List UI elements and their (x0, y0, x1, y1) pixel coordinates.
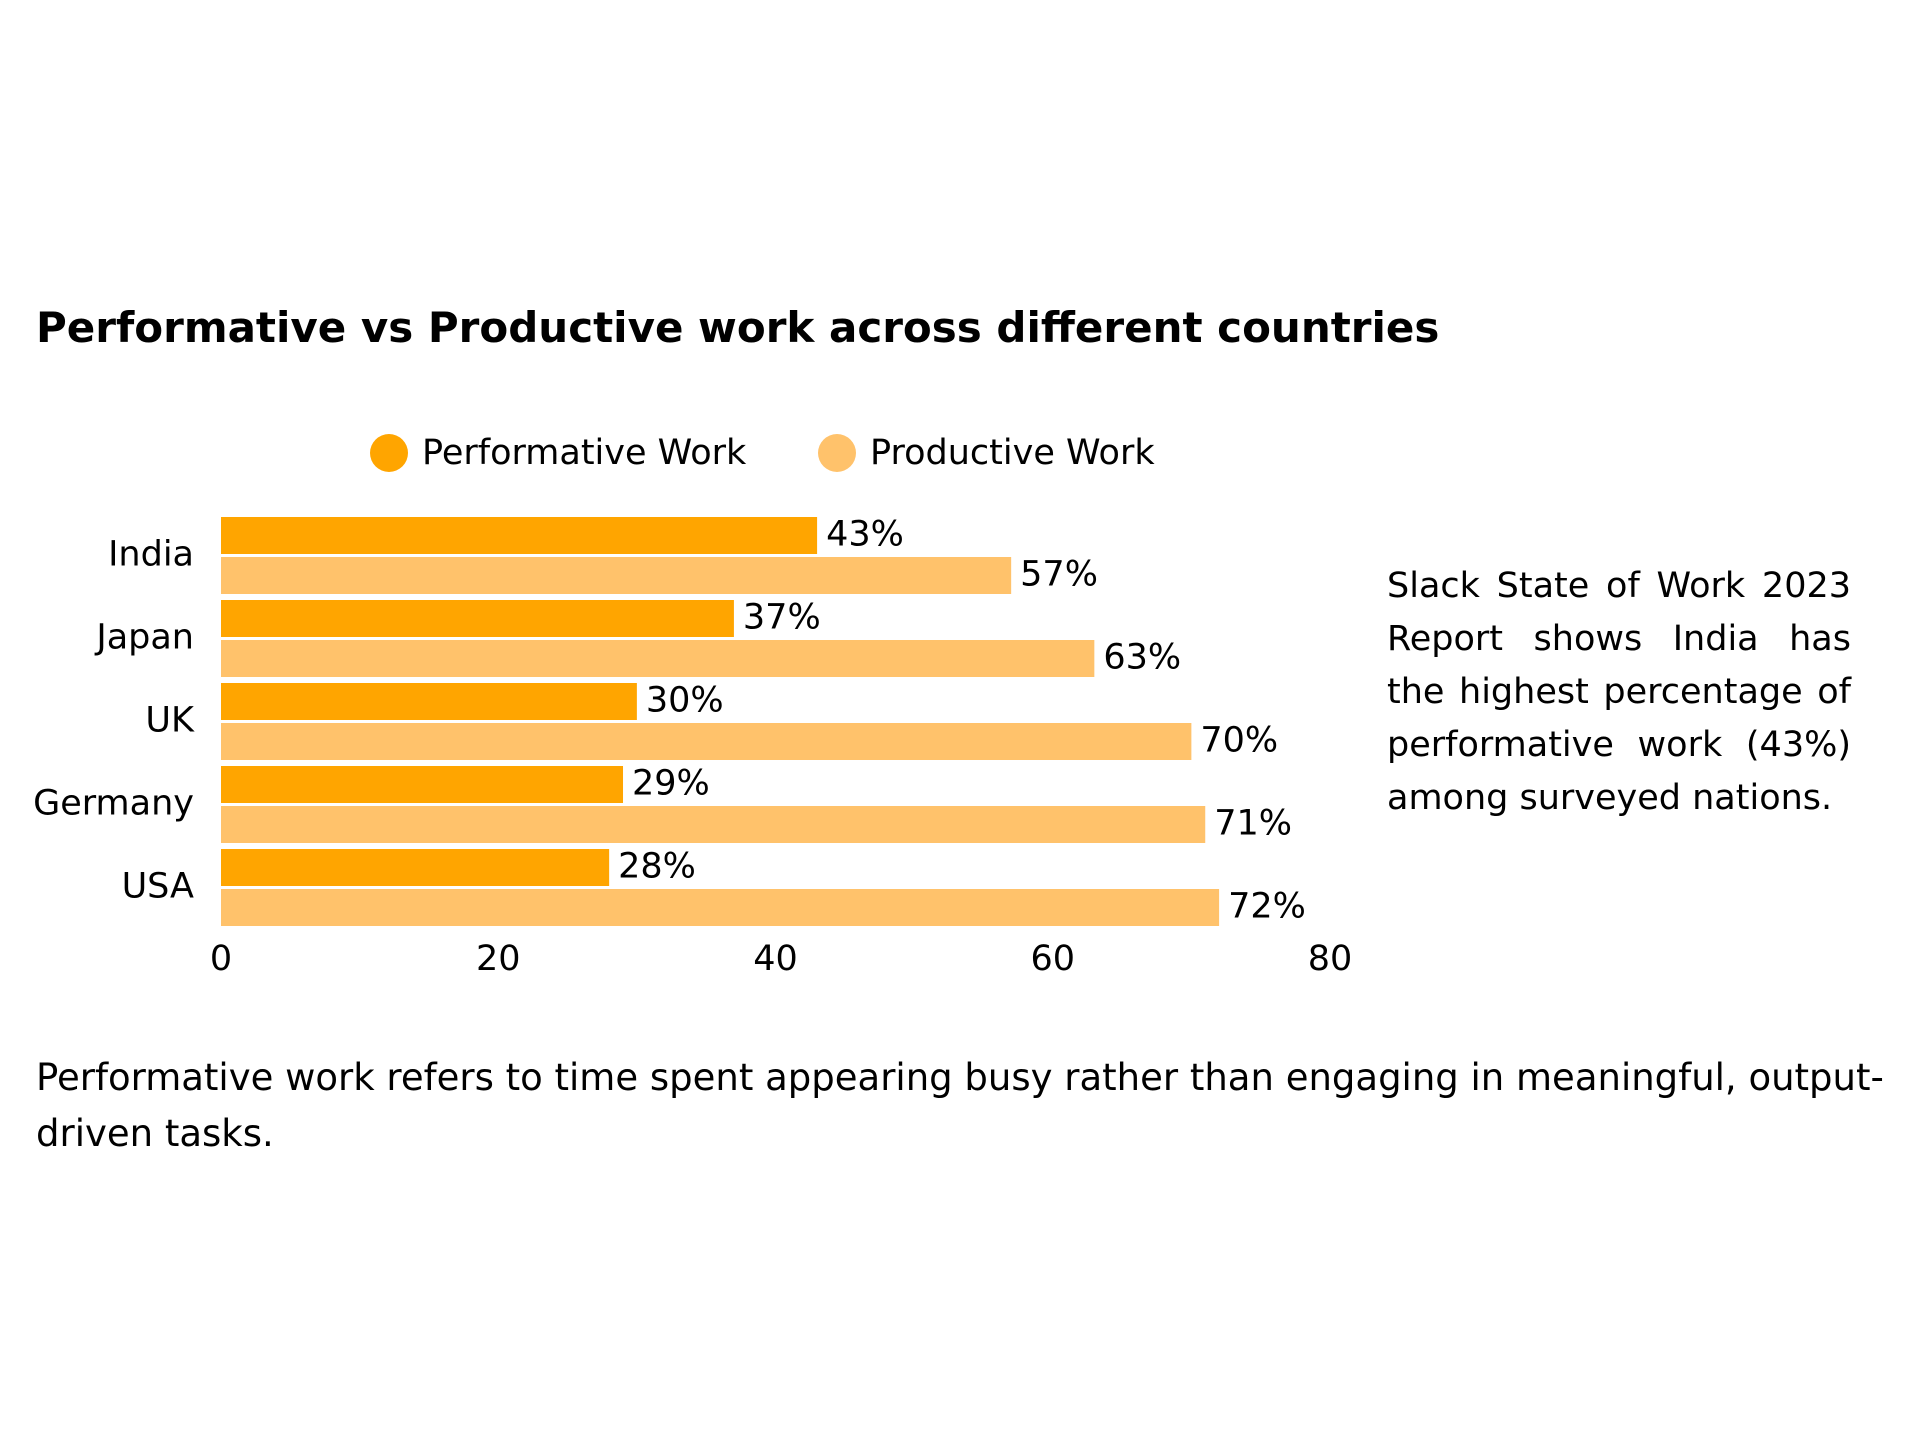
value-label-productive-work-japan: 63% (1103, 638, 1181, 678)
bar-performative-work-germany (221, 766, 624, 803)
category-label-uk: UK (145, 701, 195, 741)
x-tick-label-40: 40 (753, 939, 798, 979)
value-label-performative-work-germany: 29% (632, 764, 710, 804)
chart-legend: Performative Work Productive Work (0, 428, 1920, 478)
category-label-usa: USA (122, 867, 194, 907)
category-label-germany: Germany (33, 784, 194, 824)
side-note: Slack State of Work 2023 Report shows In… (1387, 566, 1851, 818)
value-label-performative-work-uk: 30% (646, 681, 724, 721)
bar-performative-work-india (221, 517, 818, 554)
value-label-productive-work-germany: 71% (1214, 804, 1292, 844)
bar-productive-work-germany (221, 806, 1206, 843)
value-label-productive-work-uk: 70% (1200, 721, 1278, 761)
bar-performative-work-uk (221, 683, 637, 720)
value-label-performative-work-japan: 37% (743, 598, 821, 638)
legend-swatch-performative (370, 434, 408, 472)
category-label-india: India (108, 535, 194, 575)
bar-productive-work-japan (221, 640, 1095, 677)
bar-performative-work-usa (221, 849, 610, 886)
value-label-performative-work-india: 43% (826, 515, 904, 555)
chart-title: Performative vs Productive work across d… (36, 303, 1440, 352)
legend-item-performative: Performative Work (370, 428, 746, 478)
value-label-productive-work-usa: 72% (1228, 887, 1306, 927)
legend-swatch-productive (818, 434, 856, 472)
bar-productive-work-uk (221, 723, 1192, 760)
legend-label-performative: Performative Work (422, 433, 747, 473)
x-tick-label-80: 80 (1308, 939, 1353, 979)
value-label-performative-work-usa: 28% (618, 847, 696, 887)
bar-productive-work-usa (221, 889, 1220, 926)
value-label-productive-work-india: 57% (1020, 555, 1098, 595)
legend-item-productive: Productive Work (818, 428, 1155, 478)
x-tick-label-20: 20 (476, 939, 521, 979)
bar-productive-work-india (221, 557, 1012, 594)
bar-performative-work-japan (221, 600, 734, 637)
x-tick-label-0: 0 (210, 939, 232, 979)
category-label-japan: Japan (94, 618, 194, 658)
legend-label-productive: Productive Work (870, 433, 1155, 473)
footnote: Performative work refers to time spent a… (36, 1056, 1884, 1155)
x-tick-label-60: 60 (1030, 939, 1075, 979)
